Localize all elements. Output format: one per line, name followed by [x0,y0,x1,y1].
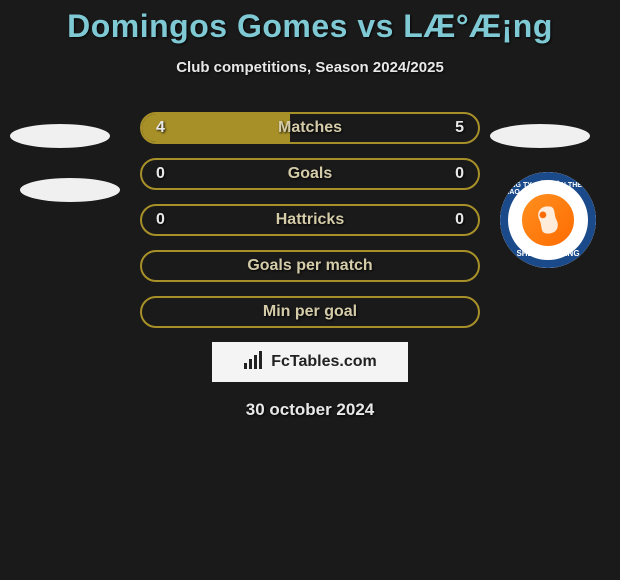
stat-row: Min per goal [0,296,620,328]
stat-bar: 0 Goals 0 [140,158,480,190]
stat-left-value: 0 [156,211,165,229]
stat-left-value: 4 [156,119,165,137]
stat-label: Goals [288,165,332,183]
chart-icon [243,351,265,374]
player-oval [20,178,120,202]
watermark-label: FcTables.com [271,353,377,371]
badge-text-bottom: SHB – ĐÀ NẴNG [516,249,579,258]
player-oval [10,124,110,148]
stat-label: Hattricks [276,211,344,229]
stat-left-value: 0 [156,165,165,183]
stat-bar: 0 Hattricks 0 [140,204,480,236]
stat-right-value: 0 [455,165,464,183]
page-title: Domingos Gomes vs LÆ°Æ¡ng [0,0,620,45]
subtitle: Club competitions, Season 2024/2025 [0,59,620,76]
player-oval [490,124,590,148]
watermark: FcTables.com [212,342,408,382]
stat-bar: Goals per match [140,250,480,282]
badge-swirl-icon [531,203,565,237]
stat-bar: Min per goal [140,296,480,328]
stat-label: Min per goal [263,303,357,321]
stat-right-value: 5 [455,119,464,137]
stat-label: Matches [278,119,342,137]
date-label: 30 october 2024 [0,400,620,420]
stat-label: Goals per match [247,257,372,275]
stat-right-value: 0 [455,211,464,229]
stat-bar: 4 Matches 5 [140,112,480,144]
comparison-infographic: Domingos Gomes vs LÆ°Æ¡ng Club competiti… [0,0,620,580]
team-badge: CÔNG TY CỔ PHẦN THỂ THAO SHB – ĐÀ NẴNG [500,172,596,268]
